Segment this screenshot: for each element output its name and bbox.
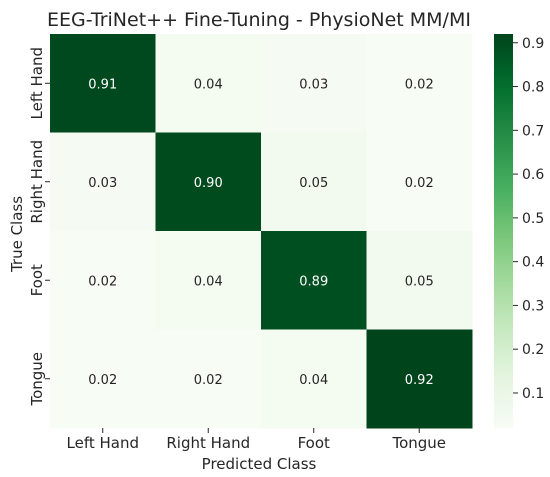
cell-value-label: 0.05: [299, 176, 328, 191]
colorbar-tick-label: 0.2: [522, 342, 544, 358]
cell-value-label: 0.04: [194, 274, 223, 289]
cell-value-label: 0.90: [194, 176, 223, 191]
heatmap-cell: [261, 132, 367, 232]
cell-value-label: 0.04: [194, 77, 223, 92]
y-axis: Left Hand Right Hand Foot Tongue: [28, 47, 50, 407]
cell-value-label: 0.02: [88, 373, 117, 388]
colorbar-tick-label: 0.8: [522, 80, 544, 96]
colorbar-tick-label: 0.7: [522, 123, 544, 139]
heatmap-cell: [366, 34, 473, 133]
heatmap-cell: [261, 231, 367, 330]
heatmap-cell-labels: 0.91 0.04 0.03 0.02 0.03 0.90 0.05 0.02 0.02 0.04…: [88, 77, 433, 388]
heatmap-cell: [366, 231, 473, 330]
cell-value-label: 0.02: [405, 176, 434, 191]
heatmap-cell: [155, 132, 262, 232]
x-axis-label: Predicted Class: [202, 455, 317, 473]
heatmap-cell: [155, 34, 262, 133]
x-tick-label: Tongue: [391, 434, 446, 452]
heatmap-cell: [366, 329, 473, 429]
colorbar-tick-label: 0.3: [522, 298, 544, 314]
colorbar-tick-label: 0.6: [522, 167, 544, 183]
cell-value-label: 0.02: [194, 373, 223, 388]
colorbar-tick-label: 0.9: [522, 36, 544, 52]
cell-value-label: 0.89: [299, 274, 328, 289]
colorbar-tick-label: 0.5: [522, 211, 544, 227]
heatmap-cell: [50, 132, 156, 232]
cell-value-label: 0.03: [88, 176, 117, 191]
heatmap-cell: [261, 329, 367, 429]
x-tick-label: Left Hand: [67, 434, 140, 452]
heatmap-cells: [50, 34, 473, 429]
colorbar-tick-label: 0.4: [522, 255, 544, 271]
heatmap-cell: [155, 231, 262, 330]
y-tick-label: Right Hand: [28, 140, 46, 224]
y-tick-label: Foot: [28, 264, 46, 296]
y-tick-label: Tongue: [28, 352, 46, 407]
cell-value-label: 0.92: [405, 373, 434, 388]
heatmap-cell: [155, 329, 262, 429]
heatmap-cell: [50, 231, 156, 330]
x-tick-label: Foot: [298, 434, 330, 452]
x-tick-label: Right Hand: [166, 434, 250, 452]
heatmap-cell: [261, 34, 367, 133]
colorbar-scale: [494, 34, 513, 428]
chart-title: EEG-TriNet++ Fine-Tuning - PhysioNet MM/…: [47, 9, 471, 31]
heatmap-cell: [366, 132, 473, 232]
y-axis-label: True Class: [8, 196, 26, 273]
cell-value-label: 0.05: [405, 274, 434, 289]
cell-value-label: 0.02: [88, 274, 117, 289]
heatmap-cell: [50, 329, 156, 429]
x-axis: Left Hand Right Hand Foot Tongue: [67, 428, 446, 452]
y-tick-label: Left Hand: [28, 47, 46, 120]
heatmap-cell: [50, 34, 156, 133]
colorbar: 0.1 0.2 0.3 0.4 0.5 0.6 0.7 0.8 0.9: [494, 34, 544, 428]
cell-value-label: 0.91: [88, 77, 117, 92]
cell-value-label: 0.02: [405, 77, 434, 92]
colorbar-tick-label: 0.1: [522, 386, 544, 402]
cell-value-label: 0.04: [299, 373, 328, 388]
cell-value-label: 0.03: [299, 77, 328, 92]
